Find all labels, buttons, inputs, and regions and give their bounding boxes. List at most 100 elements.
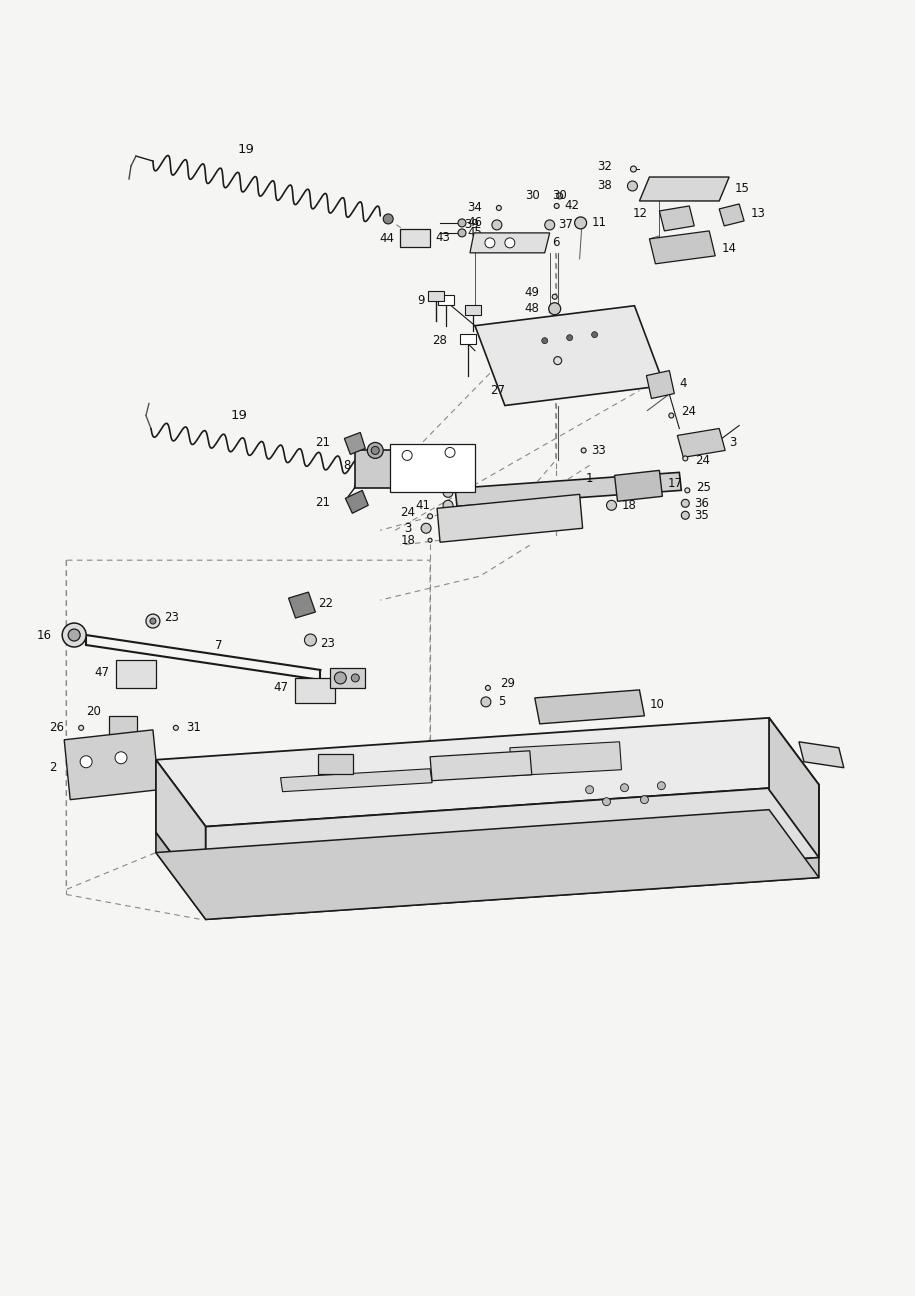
Text: 19: 19 xyxy=(231,410,247,422)
Circle shape xyxy=(581,448,587,452)
Text: 3: 3 xyxy=(729,435,737,448)
Text: 41: 41 xyxy=(415,499,430,512)
Polygon shape xyxy=(437,494,583,542)
Text: 38: 38 xyxy=(597,179,611,193)
Polygon shape xyxy=(64,730,159,800)
Bar xyxy=(109,715,137,744)
Text: 20: 20 xyxy=(86,705,101,718)
Circle shape xyxy=(682,512,689,520)
Polygon shape xyxy=(206,858,819,919)
Text: 36: 36 xyxy=(694,496,709,509)
Circle shape xyxy=(428,538,432,542)
Circle shape xyxy=(553,294,557,299)
Polygon shape xyxy=(769,718,819,858)
Circle shape xyxy=(575,216,587,229)
Text: 29: 29 xyxy=(500,678,515,691)
Text: 1: 1 xyxy=(586,472,593,485)
Text: 47: 47 xyxy=(94,666,109,679)
Text: 7: 7 xyxy=(215,639,222,652)
Text: 18: 18 xyxy=(400,534,415,547)
Circle shape xyxy=(586,785,594,793)
Polygon shape xyxy=(650,231,716,264)
Circle shape xyxy=(603,797,610,806)
Circle shape xyxy=(62,623,86,647)
Text: 25: 25 xyxy=(696,481,711,494)
Circle shape xyxy=(421,524,431,533)
Circle shape xyxy=(683,456,688,461)
Text: 8: 8 xyxy=(343,459,350,472)
Polygon shape xyxy=(430,750,532,780)
Text: 32: 32 xyxy=(597,159,612,172)
Polygon shape xyxy=(156,832,206,919)
Polygon shape xyxy=(615,470,662,502)
Polygon shape xyxy=(719,203,744,226)
Text: 21: 21 xyxy=(316,435,330,448)
Polygon shape xyxy=(470,233,550,253)
Bar xyxy=(465,305,481,315)
Text: 45: 45 xyxy=(467,227,482,240)
Circle shape xyxy=(640,796,649,804)
Circle shape xyxy=(115,752,127,763)
Circle shape xyxy=(684,487,690,492)
Text: 23: 23 xyxy=(164,610,178,623)
Bar xyxy=(296,678,336,702)
Text: 17: 17 xyxy=(667,477,683,490)
Circle shape xyxy=(496,206,501,210)
Text: 6: 6 xyxy=(552,236,559,249)
Circle shape xyxy=(620,784,629,792)
Circle shape xyxy=(554,203,559,209)
Text: 28: 28 xyxy=(432,334,447,347)
Circle shape xyxy=(173,726,178,731)
Text: 24: 24 xyxy=(695,454,710,467)
Text: 24: 24 xyxy=(400,505,415,518)
Polygon shape xyxy=(206,784,819,899)
Text: 24: 24 xyxy=(682,406,696,419)
Text: 16: 16 xyxy=(37,629,51,642)
Circle shape xyxy=(492,220,501,229)
Text: 39: 39 xyxy=(464,219,479,232)
Circle shape xyxy=(443,500,453,511)
Circle shape xyxy=(556,193,563,200)
Circle shape xyxy=(657,781,665,789)
Text: 3: 3 xyxy=(404,522,411,535)
Circle shape xyxy=(669,413,673,419)
Circle shape xyxy=(403,451,412,460)
Text: 4: 4 xyxy=(679,377,687,390)
Bar xyxy=(330,667,365,688)
Circle shape xyxy=(566,334,573,341)
Circle shape xyxy=(682,499,689,507)
Circle shape xyxy=(427,513,433,518)
Polygon shape xyxy=(510,741,621,776)
Text: 2: 2 xyxy=(48,761,56,774)
Text: 10: 10 xyxy=(650,699,664,712)
Polygon shape xyxy=(156,718,819,827)
Text: 44: 44 xyxy=(379,232,394,245)
Text: 27: 27 xyxy=(490,384,505,397)
Circle shape xyxy=(81,756,92,767)
Text: 19: 19 xyxy=(237,143,254,156)
Circle shape xyxy=(458,219,466,227)
Text: 31: 31 xyxy=(186,722,200,735)
Circle shape xyxy=(445,447,455,457)
Text: 9: 9 xyxy=(417,294,425,307)
Circle shape xyxy=(549,303,561,315)
Circle shape xyxy=(554,356,562,364)
Text: 11: 11 xyxy=(592,216,607,229)
Polygon shape xyxy=(455,472,682,507)
Bar xyxy=(438,294,454,305)
Polygon shape xyxy=(281,769,432,792)
Polygon shape xyxy=(156,759,206,899)
Circle shape xyxy=(383,214,393,224)
Text: 33: 33 xyxy=(592,445,607,457)
Circle shape xyxy=(607,500,617,511)
Circle shape xyxy=(542,338,548,343)
Polygon shape xyxy=(345,490,368,513)
Text: 12: 12 xyxy=(632,207,648,220)
Text: 18: 18 xyxy=(621,499,636,512)
Circle shape xyxy=(150,618,156,625)
Polygon shape xyxy=(344,433,365,455)
Bar xyxy=(355,451,397,489)
Text: 21: 21 xyxy=(316,496,330,509)
Text: 46: 46 xyxy=(467,216,482,229)
Circle shape xyxy=(367,442,383,459)
